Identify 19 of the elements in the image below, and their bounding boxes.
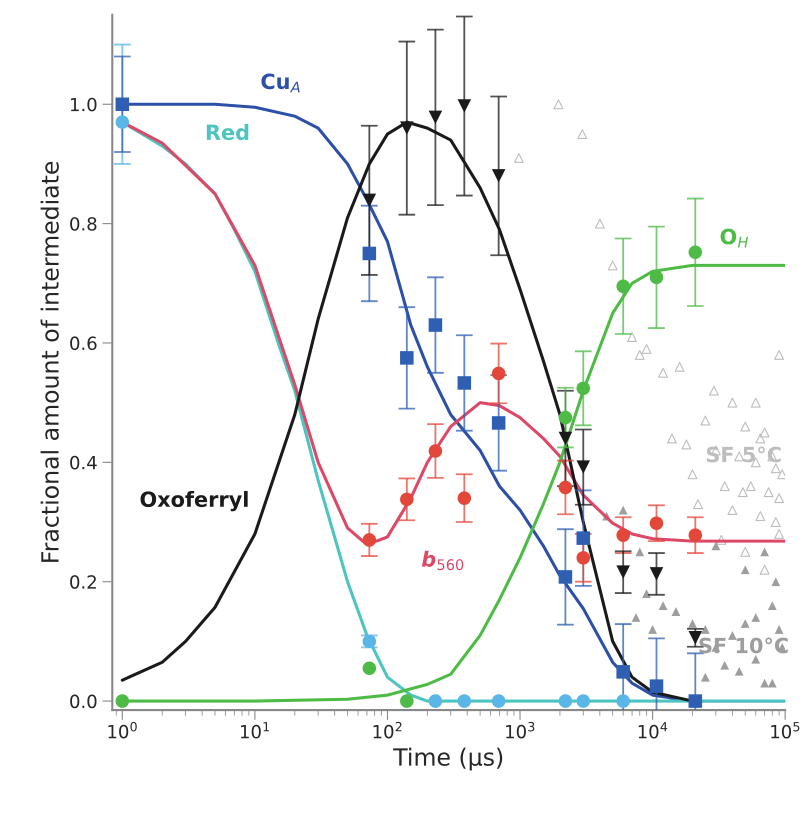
y-tick-label: 0.0 [70, 694, 96, 708]
x-tick-label: 10$^{3}$ [506, 722, 534, 738]
series-label: b$_{560}$ [422, 550, 464, 570]
series-label: Red [206, 124, 248, 140]
series-label: O$_{H}$ [720, 228, 748, 248]
x-axis-title: Time (µs) [393, 748, 502, 770]
x-tick-label: 10$^{2}$ [374, 722, 402, 738]
x-tick-label: 10$^{4}$ [638, 722, 668, 738]
x-tick-label: 10$^{0}$ [108, 722, 137, 738]
x-tick-label: 10$^{5}$ [771, 722, 800, 738]
y-tick-label: 0.2 [70, 575, 96, 589]
y-tick-label: 0.6 [70, 336, 97, 350]
y-tick-label: 1.0 [70, 98, 96, 112]
y-tick-label: 0.8 [70, 217, 96, 231]
y-axis-title: Fractional amount of intermediate [40, 162, 59, 562]
series-label: Oxoferryl [140, 490, 248, 512]
x-tick-label: 10$^{1}$ [240, 722, 270, 738]
series-label: Cu$_{A}$ [261, 73, 300, 92]
y-tick-label: 0.4 [70, 456, 97, 470]
